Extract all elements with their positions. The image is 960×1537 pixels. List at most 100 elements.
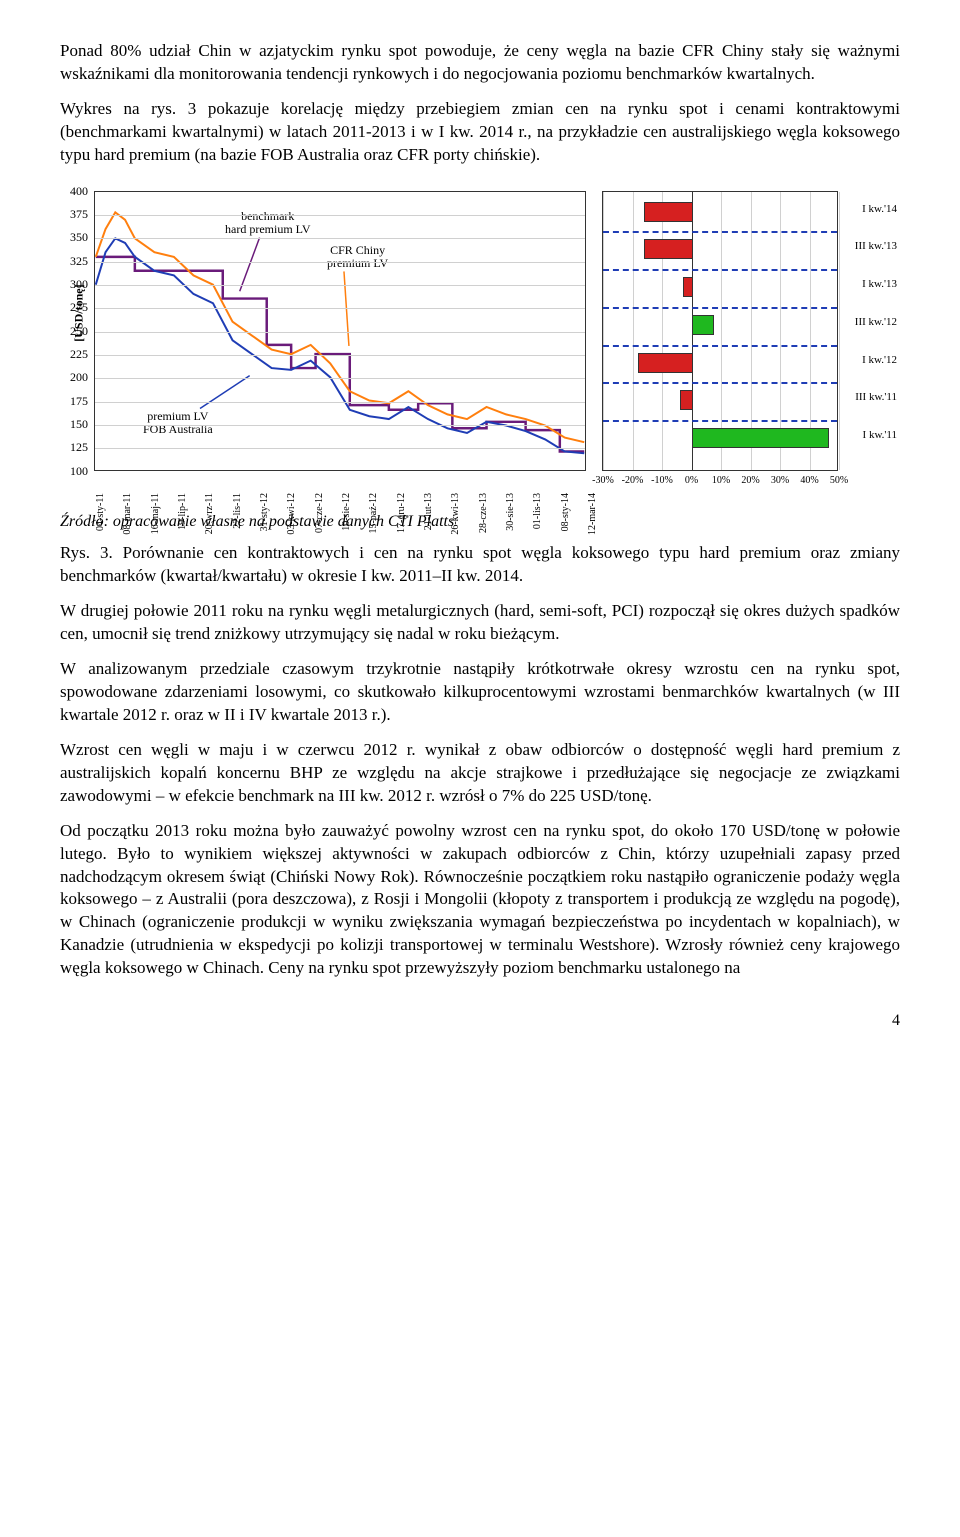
- row-separator: [603, 345, 837, 347]
- x-tick-label: 50%: [830, 474, 848, 488]
- anno-cfr: CFR Chiny premium LV: [327, 244, 388, 270]
- x-tick-label: 03-kwi-12: [285, 493, 299, 535]
- x-tick-label: -10%: [651, 474, 673, 488]
- bar: [692, 315, 715, 335]
- y-tick-label: 150: [60, 416, 88, 432]
- row-separator: [603, 231, 837, 233]
- x-tick-label: 16-maj-11: [149, 493, 163, 534]
- bar: [644, 202, 693, 222]
- bar: [692, 428, 830, 448]
- y-tick-label: 300: [60, 276, 88, 292]
- x-tick-label: 40%: [800, 474, 818, 488]
- x-tick-label: 30%: [771, 474, 789, 488]
- x-tick-label: 10%: [712, 474, 730, 488]
- figure-3: [USD/tonę] benchmark hard premium LV CFR…: [60, 185, 900, 505]
- figure-caption: Rys. 3. Porównanie cen kontraktowych i c…: [60, 542, 900, 588]
- anno-fob: premium LV FOB Australia: [143, 410, 213, 436]
- y-tick-label: 125: [60, 439, 88, 455]
- x-tick-label: 17-gru-12: [395, 493, 409, 533]
- line-chart: [USD/tonę] benchmark hard premium LV CFR…: [60, 185, 590, 505]
- bar-row: I kw.'12: [603, 351, 839, 373]
- gridline-h: [95, 378, 585, 379]
- anno-benchmark: benchmark hard premium LV: [225, 210, 311, 236]
- anno-cfr-l2: premium LV: [327, 256, 388, 270]
- bar-label: I kw.'14: [862, 202, 897, 217]
- gridline-h: [95, 448, 585, 449]
- x-tick-label: 21-lut-13: [422, 493, 436, 530]
- bar-row: I kw.'14: [603, 200, 839, 222]
- bar-row: I kw.'13: [603, 275, 839, 297]
- y-tick-label: 350: [60, 229, 88, 245]
- bar-label: I kw.'13: [862, 277, 897, 292]
- annotation-arrow: [240, 237, 260, 291]
- x-tick-label: 22-lis-11: [231, 493, 245, 529]
- y-tick-label: 275: [60, 299, 88, 315]
- anno-fob-l1: premium LV: [147, 409, 208, 423]
- bar-row: I kw.'11: [603, 426, 839, 448]
- x-tick-label: 20%: [741, 474, 759, 488]
- bar-label: I kw.'11: [863, 428, 897, 443]
- x-tick-label: -20%: [622, 474, 644, 488]
- y-tick-label: 100: [60, 463, 88, 479]
- gridline-v: [839, 192, 840, 470]
- bar-row: III kw.'11: [603, 388, 839, 410]
- x-tick-label: 04-sty-11: [94, 493, 108, 531]
- paragraph-4: W analizowanym przedziale czasowym trzyk…: [60, 658, 900, 727]
- x-tick-label: 07-cze-12: [313, 493, 327, 533]
- x-tick-label: 0%: [685, 474, 698, 488]
- line-plot-area: benchmark hard premium LV CFR Chiny prem…: [94, 191, 586, 471]
- anno-benchmark-l2: hard premium LV: [225, 222, 311, 236]
- x-tick-label: 28-cze-13: [477, 493, 491, 533]
- gridline-h: [95, 215, 585, 216]
- y-tick-label: 250: [60, 323, 88, 339]
- bar: [644, 239, 693, 259]
- bar-row: III kw.'13: [603, 237, 839, 259]
- paragraph-2: Wykres na rys. 3 pokazuje korelację międ…: [60, 98, 900, 167]
- paragraph-1: Ponad 80% udział Chin w azjatyckim rynku…: [60, 40, 900, 86]
- gridline-h: [95, 402, 585, 403]
- row-separator: [603, 420, 837, 422]
- gridline-h: [95, 238, 585, 239]
- anno-fob-l2: FOB Australia: [143, 422, 213, 436]
- gridline-h: [95, 308, 585, 309]
- bar-label: I kw.'12: [862, 353, 897, 368]
- x-tick-label: 30-sie-13: [504, 493, 518, 531]
- bar-label: III kw.'11: [855, 390, 897, 405]
- bar: [683, 277, 694, 297]
- gridline-h: [95, 262, 585, 263]
- bar-row: III kw.'12: [603, 313, 839, 335]
- x-tick-label: 01-lis-13: [531, 493, 545, 529]
- row-separator: [603, 382, 837, 384]
- x-tick-label: 08-mar-11: [121, 493, 135, 535]
- page-number: 4: [60, 1010, 900, 1032]
- gridline-h: [95, 285, 585, 286]
- paragraph-5: Wzrost cen węgli w maju i w czerwcu 2012…: [60, 739, 900, 808]
- x-tick-label: 19-lip-11: [176, 493, 190, 530]
- gridline-h: [95, 332, 585, 333]
- y-tick-label: 400: [60, 183, 88, 199]
- paragraph-6: Od początku 2013 roku można było zauważy…: [60, 820, 900, 981]
- y-tick-label: 225: [60, 346, 88, 362]
- bar-label: III kw.'13: [855, 239, 897, 254]
- row-separator: [603, 269, 837, 271]
- x-tick-label: 26-kwi-13: [449, 493, 463, 535]
- gridline-h: [95, 355, 585, 356]
- gridline-h: [95, 425, 585, 426]
- y-tick-label: 200: [60, 369, 88, 385]
- x-tick-label: 15-paź-12: [367, 493, 381, 534]
- annotation-arrow: [200, 375, 250, 408]
- bar-label: III kw.'12: [855, 315, 897, 330]
- bar-chart: -30%-20%-10%0%10%20%30%40%50%I kw.'14III…: [598, 185, 898, 505]
- paragraph-3: W drugiej połowie 2011 roku na rynku węg…: [60, 600, 900, 646]
- y-tick-label: 375: [60, 206, 88, 222]
- bar: [680, 390, 694, 410]
- x-tick-label: 08-sty-14: [559, 493, 573, 531]
- x-tick-label: 10-sie-12: [340, 493, 354, 531]
- x-tick-label: 20-wrz-11: [203, 493, 217, 534]
- y-tick-label: 325: [60, 253, 88, 269]
- y-tick-label: 175: [60, 393, 88, 409]
- x-tick-label: -30%: [592, 474, 614, 488]
- anno-cfr-l1: CFR Chiny: [330, 243, 385, 257]
- bar-plot-area: -30%-20%-10%0%10%20%30%40%50%I kw.'14III…: [602, 191, 838, 471]
- bar: [638, 353, 693, 373]
